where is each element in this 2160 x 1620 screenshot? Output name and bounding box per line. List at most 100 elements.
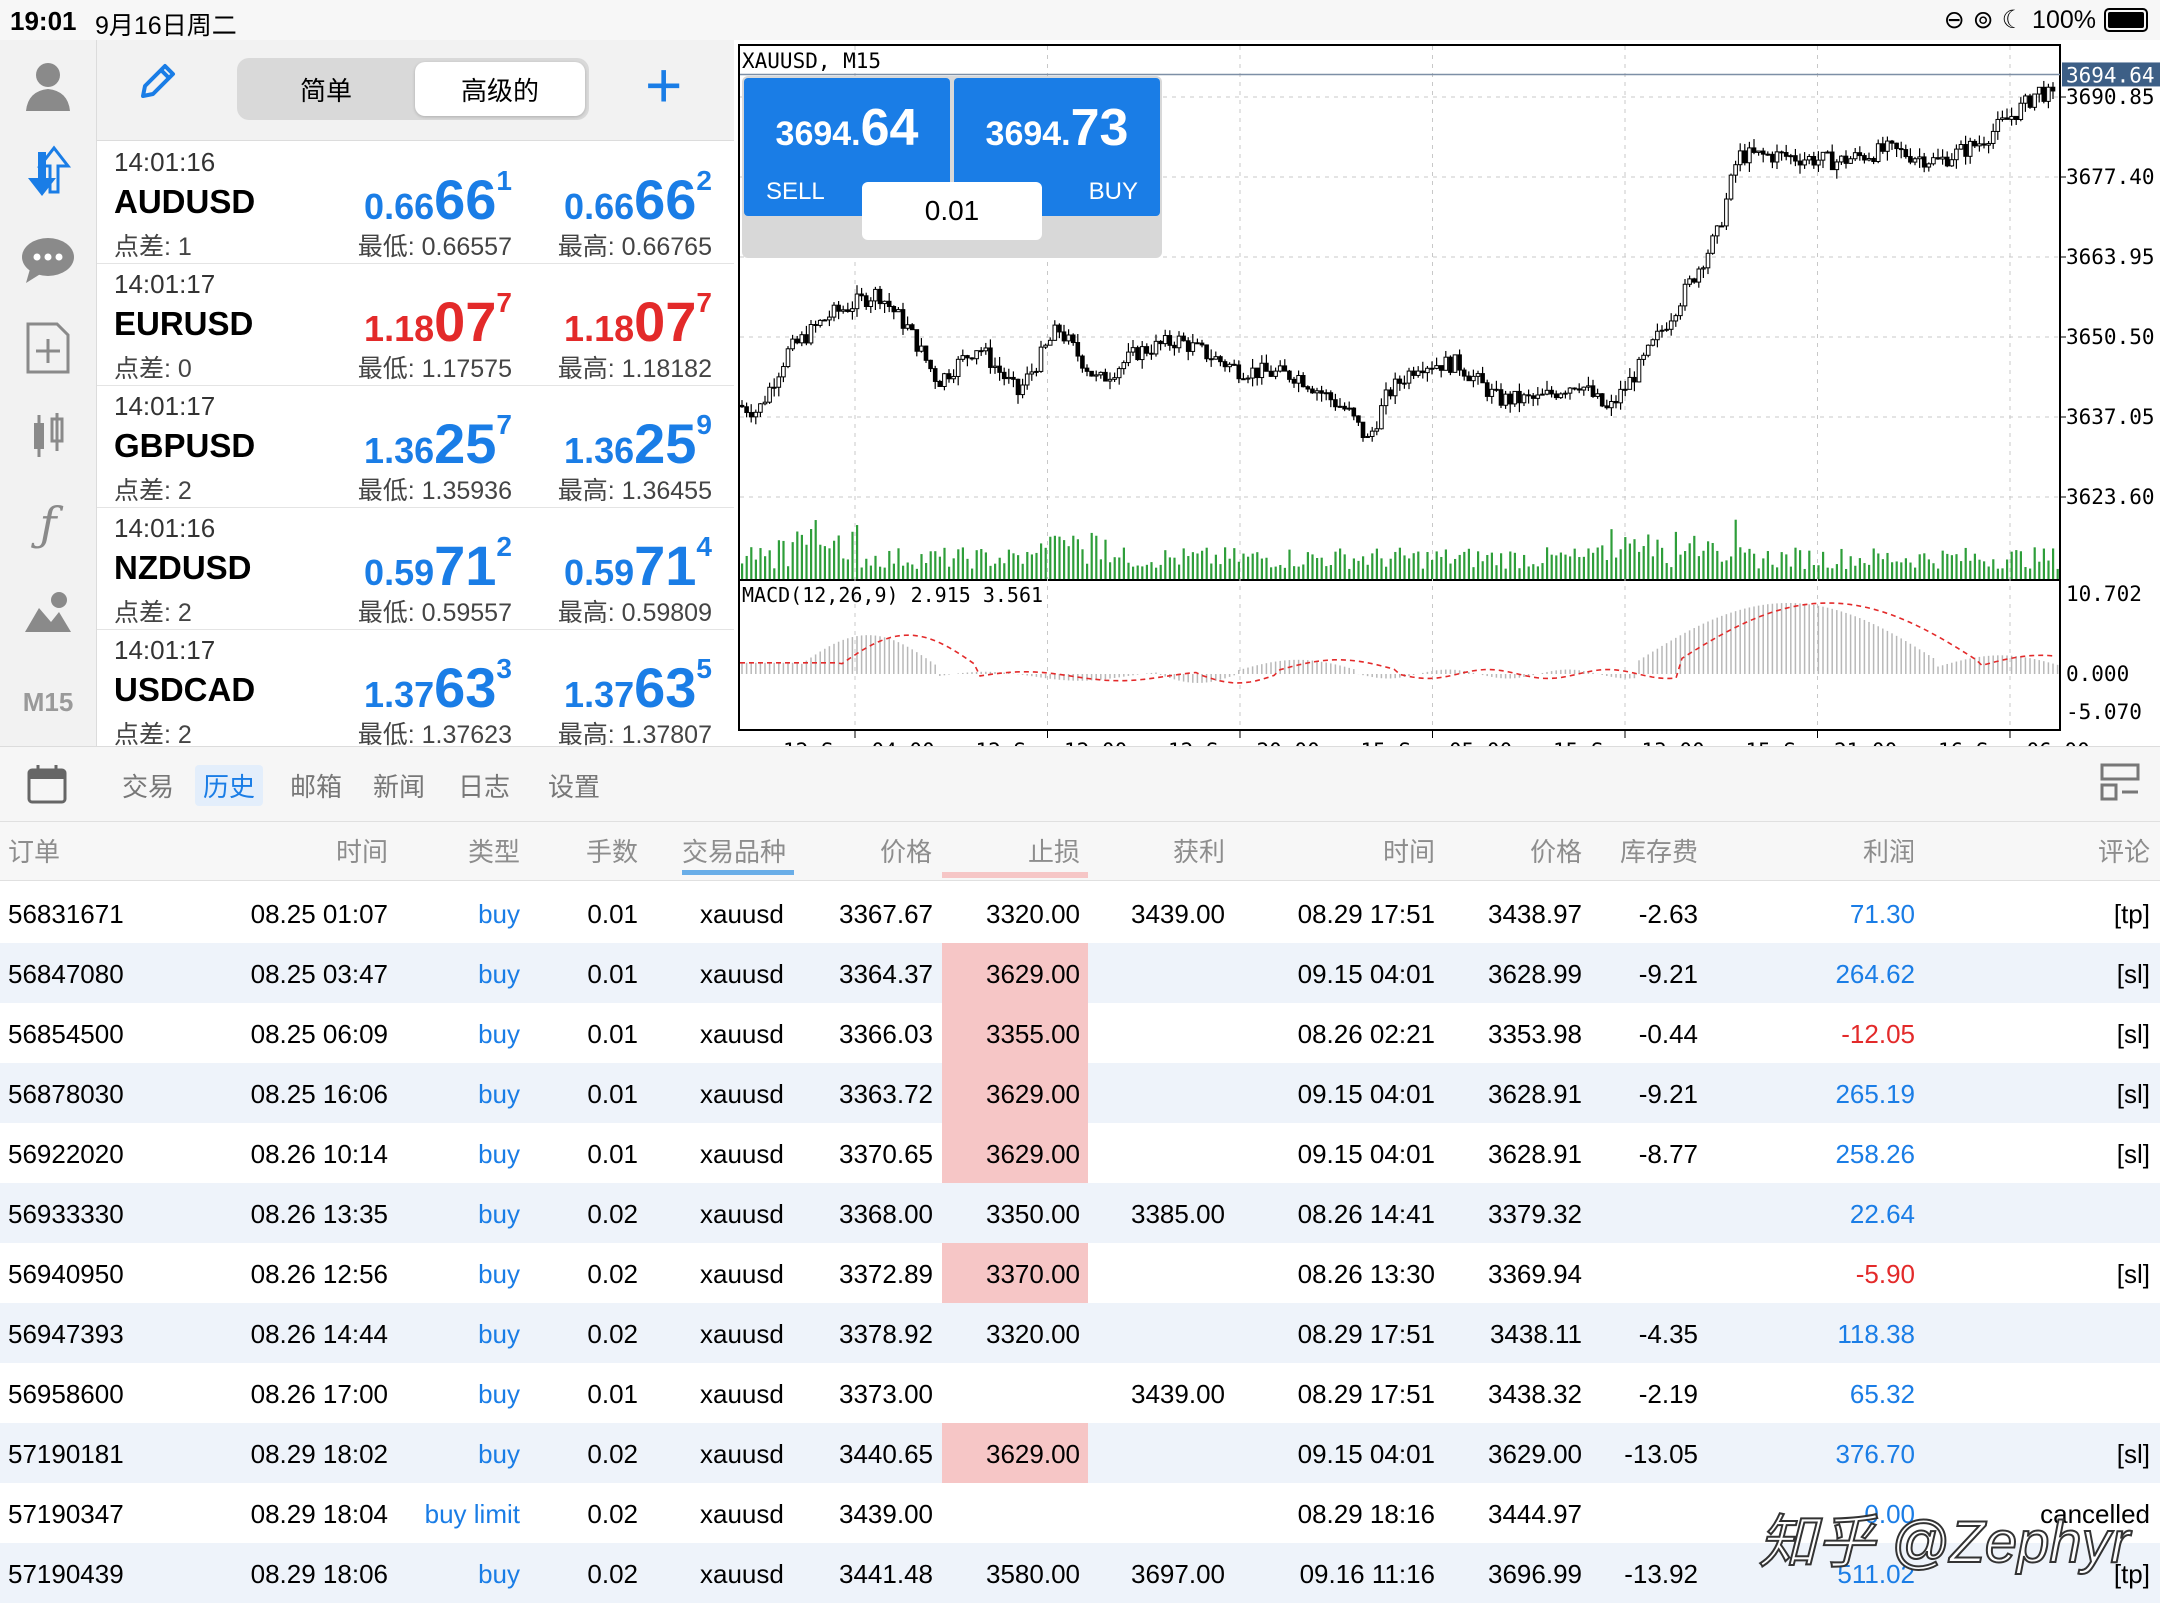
volume-input[interactable]: 0.01	[862, 182, 1042, 240]
ask-price-pip: 7	[696, 287, 712, 318]
table-row[interactable]: 57190347 08.29 18:04 buy limit 0.02 xauu…	[0, 1483, 2160, 1543]
quote-row[interactable]: 14:01:17 USDCAD 点差: 2 1.37633 1.37635 最低…	[97, 629, 734, 752]
candle-body	[1825, 151, 1830, 154]
quote-row[interactable]: 14:01:17 EURUSD 点差: 0 1.18077 1.18077 最低…	[97, 263, 734, 386]
ask-price[interactable]: 0.66662	[564, 165, 712, 231]
col-tp[interactable]: 获利	[1172, 837, 1225, 867]
col-lots[interactable]: 手数	[585, 837, 638, 867]
table-row[interactable]: 56940950 08.26 12:56 buy 0.02 xauusd 337…	[0, 1243, 2160, 1303]
table-row[interactable]: 56933330 08.26 13:35 buy 0.02 xauusd 336…	[0, 1183, 2160, 1243]
candle-body	[1581, 386, 1587, 391]
quote-row[interactable]: 14:01:17 GBPUSD 点差: 2 1.36257 1.36259 最低…	[97, 385, 734, 508]
tab-settings[interactable]: 设置	[548, 772, 601, 802]
cell-close-time: 09.15 04:01	[1297, 959, 1435, 989]
cell-sl: 3629.00	[986, 1079, 1080, 1109]
volume-bar	[1946, 553, 1949, 579]
bid-price[interactable]: 0.66661	[364, 165, 512, 231]
col-close-time[interactable]: 时间	[1382, 837, 1435, 867]
volume-bar	[1665, 563, 1668, 579]
ask-price[interactable]: 1.18077	[564, 287, 712, 353]
indicators-icon[interactable]	[0, 396, 96, 476]
tab-mailbox[interactable]: 邮箱	[290, 772, 343, 802]
ask-price[interactable]: 1.37635	[564, 653, 712, 719]
bid-price[interactable]: 0.59712	[364, 531, 512, 597]
table-row[interactable]: 56831671 08.25 01:07 buy 0.01 xauusd 336…	[0, 883, 2160, 943]
quote-spread: 点差: 2	[114, 721, 192, 749]
function-icon[interactable]: ƒ	[39, 497, 57, 551]
tab-history[interactable]: 历史	[195, 765, 264, 806]
col-comment[interactable]: 评论	[2097, 837, 2150, 867]
candle-body	[1351, 407, 1357, 417]
volume-bar	[1716, 550, 1719, 579]
candle-body	[1149, 352, 1154, 355]
col-swap[interactable]: 库存费	[1619, 837, 1698, 867]
volume-bar	[869, 565, 872, 579]
col-close-price[interactable]: 价格	[1529, 837, 1582, 867]
volume-bar	[1210, 563, 1213, 579]
edit-pencil-icon[interactable]	[135, 60, 179, 115]
macd-label: MACD(12,26,9) 2.915 3.561	[742, 583, 1043, 607]
layout-icon[interactable]	[2100, 761, 2140, 811]
volume-bar	[1615, 557, 1618, 579]
col-sl[interactable]: 止损	[1027, 837, 1080, 867]
volume-bar	[1122, 547, 1125, 579]
candle-body	[1287, 370, 1292, 380]
volume-bar	[823, 546, 826, 579]
candle-body	[1346, 407, 1352, 410]
trade-arrows-icon[interactable]	[0, 132, 96, 212]
table-row[interactable]: 56854500 08.25 06:09 buy 0.01 xauusd 336…	[0, 1003, 2160, 1063]
col-profit[interactable]: 利润	[1862, 837, 1915, 867]
tab-news[interactable]: 新闻	[373, 772, 426, 802]
col-price[interactable]: 价格	[879, 837, 932, 867]
quote-row[interactable]: 14:01:16 NZDUSD 点差: 2 0.59712 0.59714 最低…	[97, 507, 734, 630]
quote-row[interactable]: 14:01:16 AUDUSD 点差: 1 0.66661 0.66662 最低…	[97, 141, 734, 264]
bid-price[interactable]: 1.37633	[364, 653, 512, 719]
col-symbol[interactable]: 交易品种	[682, 837, 787, 867]
volume-bar	[1343, 554, 1346, 579]
volume-bar	[2024, 567, 2027, 579]
ask-price[interactable]: 0.59714	[564, 531, 712, 597]
user-icon[interactable]	[0, 45, 96, 125]
col-open-time[interactable]: 时间	[335, 837, 388, 867]
cell-close-time: 08.29 17:51	[1297, 1319, 1435, 1349]
candle-body	[1305, 386, 1311, 390]
cell-price: 3372.89	[839, 1259, 933, 1289]
table-row[interactable]: 56847080 08.25 03:47 buy 0.01 xauusd 336…	[0, 943, 2160, 1003]
calendar-icon[interactable]	[26, 763, 68, 815]
timeframe-button[interactable]: M15	[22, 686, 74, 717]
segment-simple[interactable]: 简单	[299, 75, 352, 106]
cell-tp: 3439.00	[1131, 899, 1225, 929]
bid-price-pip: 7	[496, 409, 512, 440]
volume-bar	[1440, 556, 1443, 579]
table-row[interactable]: 56922020 08.26 10:14 buy 0.01 xauusd 337…	[0, 1123, 2160, 1183]
table-row[interactable]: 56878030 08.25 16:06 buy 0.01 xauusd 336…	[0, 1063, 2160, 1123]
table-row[interactable]: 57190439 08.29 18:06 buy 0.02 xauusd 344…	[0, 1543, 2160, 1603]
candle-body	[758, 403, 763, 413]
table-row[interactable]: 56947393 08.26 14:44 buy 0.02 xauusd 337…	[0, 1303, 2160, 1363]
bid-price[interactable]: 1.36257	[364, 409, 512, 475]
bid-price[interactable]: 1.18077	[364, 287, 512, 353]
table-row[interactable]: 56958600 08.26 17:00 buy 0.01 xauusd 337…	[0, 1363, 2160, 1423]
table-row[interactable]: 57190181 08.29 18:02 buy 0.02 xauusd 344…	[0, 1423, 2160, 1483]
tab-journal[interactable]: 日志	[458, 772, 511, 802]
col-type[interactable]: 类型	[467, 837, 520, 867]
ask-price-main: 07	[634, 290, 697, 353]
candle-body	[1057, 324, 1062, 333]
volume-bar	[1904, 558, 1907, 579]
segment-advanced[interactable]: 高级的	[415, 62, 585, 116]
candle-body	[1153, 340, 1159, 355]
candle-body	[1535, 394, 1541, 399]
ask-price[interactable]: 1.36259	[564, 409, 712, 475]
candle-body	[1369, 430, 1375, 437]
objects-icon[interactable]	[0, 572, 96, 652]
candle-body	[1208, 358, 1214, 361]
chat-icon[interactable]	[0, 220, 96, 300]
tab-trade[interactable]: 交易	[122, 772, 175, 802]
time-tick-label: 12 Sep 20:00	[1168, 739, 1320, 746]
col-order[interactable]: 订单	[8, 837, 61, 867]
add-symbol-plus-icon[interactable]: +	[645, 49, 683, 121]
sl-cell-bg	[942, 1423, 1088, 1483]
new-order-icon[interactable]	[0, 308, 96, 388]
candle-body	[1466, 375, 1472, 382]
volume-bar	[1835, 564, 1838, 579]
